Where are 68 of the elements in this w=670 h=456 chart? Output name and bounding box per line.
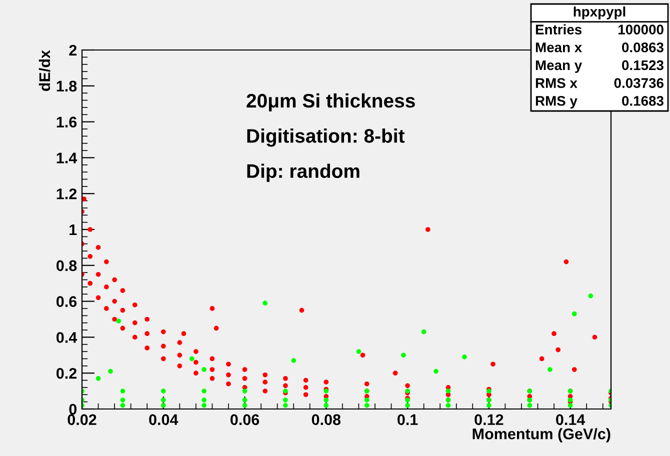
point (405, 402, 410, 408)
point (202, 367, 207, 372)
point (588, 293, 594, 298)
point (486, 402, 492, 408)
x-tick-label: 0.1 (398, 414, 418, 426)
x-tick-label: 0.12 (474, 414, 504, 426)
text: RMS x 0.03736 (536, 78, 664, 88)
point (527, 402, 532, 408)
x-tick-label: 0.08 (312, 414, 341, 426)
text: Mean x 0.0863 (536, 42, 664, 52)
x-tick-label: 0.02 (68, 414, 96, 426)
text: hpxpypl (574, 6, 626, 20)
point (242, 402, 248, 408)
y-tick-label: 0.4 (56, 332, 78, 343)
point (283, 398, 288, 402)
y-tick-label: 0 (69, 404, 77, 415)
point (202, 398, 207, 402)
x-tick-label: 0.14 (556, 414, 586, 426)
point (572, 311, 577, 316)
y-tick-label: 0.8 (56, 260, 77, 272)
y-tick-label: 1.4 (56, 152, 78, 164)
x-tick-label: 0.04 (149, 414, 178, 426)
point (568, 402, 573, 408)
point (160, 402, 166, 408)
point (202, 388, 207, 394)
point (356, 349, 362, 354)
point (189, 356, 194, 362)
y-tick-label: 1.6 (56, 116, 77, 128)
annotation: Dip: random (247, 164, 360, 182)
y-axis-title: dE/dx (38, 50, 50, 91)
point (120, 388, 126, 394)
point (283, 402, 288, 408)
point (262, 300, 268, 306)
text: Entries 100000 (536, 24, 664, 34)
text: RMS y 0.1683 (536, 96, 664, 109)
y-tick-label: 1 (70, 224, 77, 236)
y-tick-label: 1.2 (56, 188, 77, 200)
point (96, 376, 101, 381)
y-tick-label: 1.8 (56, 80, 77, 92)
y-tick-label: 2 (69, 44, 77, 56)
point (364, 398, 370, 402)
point (434, 368, 438, 374)
point (446, 388, 451, 394)
point (401, 352, 406, 358)
x-tick-label: 0.06 (230, 414, 260, 426)
point (202, 402, 207, 408)
point (324, 402, 329, 408)
text: Mean y 0.1523 (536, 60, 664, 73)
point (242, 388, 248, 394)
point (160, 398, 166, 402)
annotation: Digitisation: 8-bit (247, 128, 405, 147)
point (446, 402, 451, 408)
point (421, 329, 426, 334)
point (242, 398, 248, 402)
point (364, 402, 370, 408)
annotation: 20μm Si thickness (246, 93, 415, 112)
point (548, 367, 552, 372)
point (116, 318, 122, 324)
point (108, 368, 113, 374)
x-axis-title: Momentum (GeV/c) (472, 428, 610, 442)
point (291, 358, 296, 363)
y-tick-label: 0.2 (56, 368, 77, 379)
point (120, 398, 126, 402)
point (160, 388, 166, 394)
point (462, 354, 467, 360)
point (120, 402, 126, 408)
point (324, 398, 329, 402)
y-tick-label: 0.6 (56, 296, 77, 307)
